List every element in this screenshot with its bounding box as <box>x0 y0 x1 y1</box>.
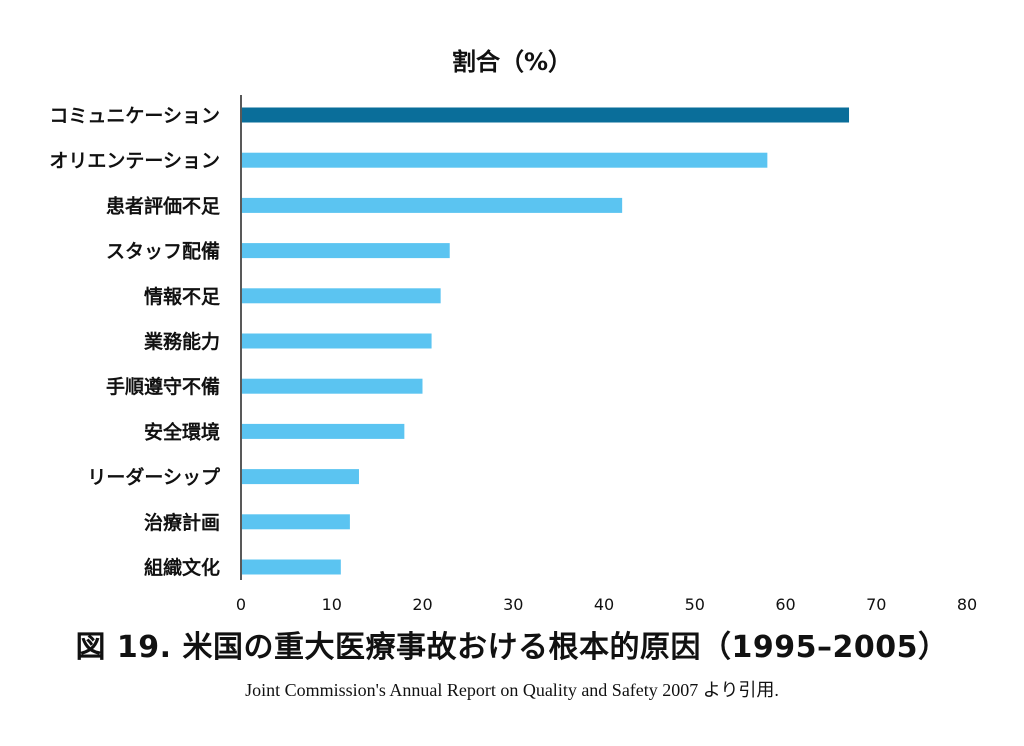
bar-5 <box>242 288 441 304</box>
bar-11 <box>242 559 341 575</box>
bar-1 <box>242 107 850 123</box>
category-label-4: スタッフ配備 <box>106 240 220 263</box>
category-label-9: リーダーシップ <box>87 466 221 489</box>
x-tick-label-30: 30 <box>503 595 523 614</box>
chart-title: 割合（%） <box>452 48 572 76</box>
figure-caption: 図 19. 米国の重大医療事故おける根本的原因（1995–2005） <box>75 630 949 665</box>
category-label-5: 情報不足 <box>144 285 221 308</box>
bar-3 <box>242 197 623 213</box>
x-tick-label-70: 70 <box>866 595 886 614</box>
bar-7 <box>242 378 423 394</box>
category-label-6: 業務能力 <box>143 330 220 353</box>
bar-6 <box>242 333 432 349</box>
bar-9 <box>242 469 359 485</box>
category-label-1: コミュニケーション <box>49 105 220 127</box>
bar-10 <box>242 514 350 530</box>
x-tick-label-0: 0 <box>236 595 246 614</box>
x-tick-label-10: 10 <box>322 595 342 614</box>
category-label-8: 安全環境 <box>144 420 220 443</box>
x-tick-label-60: 60 <box>775 595 795 614</box>
x-tick-label-20: 20 <box>412 595 432 614</box>
category-label-7: 手順遵守不備 <box>106 375 220 398</box>
bar-2 <box>242 152 768 168</box>
category-label-11: 組織文化 <box>144 556 220 579</box>
x-tick-label-80: 80 <box>957 595 977 614</box>
x-tick-label-40: 40 <box>594 595 614 614</box>
bar-4 <box>242 243 450 259</box>
category-label-2: オリエンテーション <box>49 150 220 172</box>
figure-source: Joint Commission's Annual Report on Qual… <box>245 680 779 700</box>
category-label-3: 患者評価不足 <box>106 194 221 217</box>
bar-8 <box>242 423 405 439</box>
x-tick-label-50: 50 <box>685 595 705 614</box>
category-label-10: 治療計画 <box>144 511 220 534</box>
